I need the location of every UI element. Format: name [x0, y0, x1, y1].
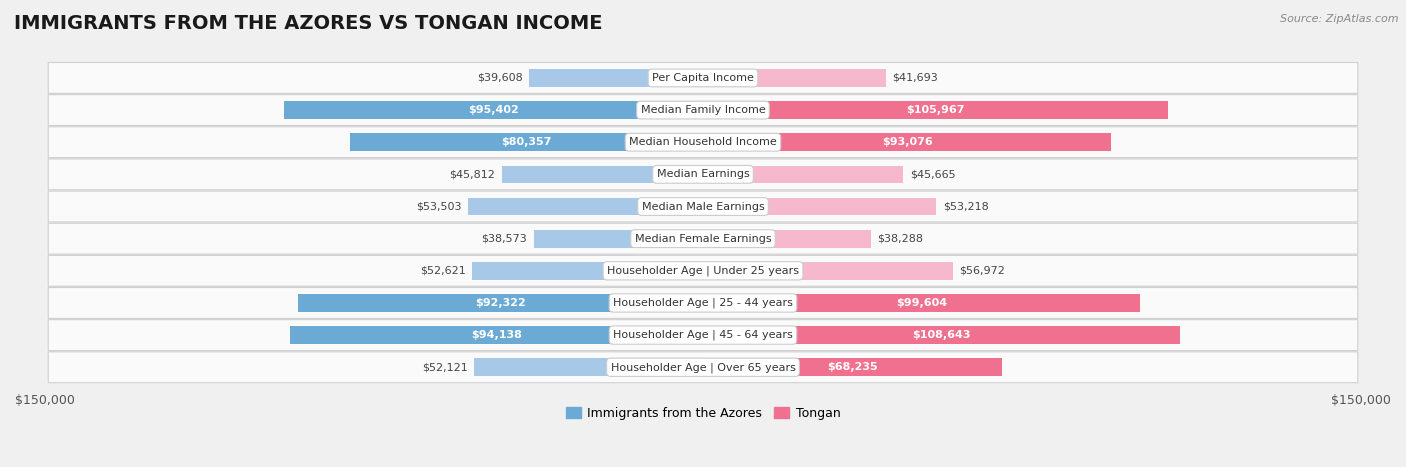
FancyBboxPatch shape: [48, 288, 1358, 318]
Bar: [534, 230, 703, 248]
FancyBboxPatch shape: [48, 127, 1358, 158]
Bar: [703, 358, 1002, 376]
Bar: [703, 326, 1180, 344]
Text: $53,218: $53,218: [943, 202, 988, 212]
FancyBboxPatch shape: [48, 63, 1358, 93]
Text: $52,121: $52,121: [422, 362, 468, 372]
Text: Source: ZipAtlas.com: Source: ZipAtlas.com: [1281, 14, 1399, 24]
Bar: [284, 101, 703, 119]
Bar: [298, 294, 703, 312]
Text: $93,076: $93,076: [882, 137, 932, 147]
Text: Median Female Earnings: Median Female Earnings: [634, 234, 772, 244]
Text: Householder Age | 45 - 64 years: Householder Age | 45 - 64 years: [613, 330, 793, 340]
Text: $39,608: $39,608: [477, 73, 523, 83]
FancyBboxPatch shape: [48, 352, 1358, 382]
Text: Per Capita Income: Per Capita Income: [652, 73, 754, 83]
FancyBboxPatch shape: [48, 159, 1358, 190]
Bar: [474, 358, 703, 376]
Bar: [703, 165, 903, 183]
Text: $99,604: $99,604: [896, 298, 948, 308]
Bar: [703, 262, 953, 280]
Text: $92,322: $92,322: [475, 298, 526, 308]
Text: Median Family Income: Median Family Income: [641, 105, 765, 115]
Bar: [502, 165, 703, 183]
Legend: Immigrants from the Azores, Tongan: Immigrants from the Azores, Tongan: [561, 402, 845, 425]
Text: $41,693: $41,693: [893, 73, 938, 83]
Text: $56,972: $56,972: [959, 266, 1005, 276]
Text: $68,235: $68,235: [827, 362, 877, 372]
FancyBboxPatch shape: [48, 255, 1358, 286]
Bar: [703, 101, 1168, 119]
Bar: [290, 326, 703, 344]
Text: $45,812: $45,812: [450, 170, 495, 179]
Text: $94,138: $94,138: [471, 330, 522, 340]
Text: $80,357: $80,357: [502, 137, 553, 147]
Text: IMMIGRANTS FROM THE AZORES VS TONGAN INCOME: IMMIGRANTS FROM THE AZORES VS TONGAN INC…: [14, 14, 603, 33]
Text: $53,503: $53,503: [416, 202, 461, 212]
FancyBboxPatch shape: [48, 191, 1358, 222]
Text: Householder Age | 25 - 44 years: Householder Age | 25 - 44 years: [613, 297, 793, 308]
Text: $108,643: $108,643: [912, 330, 970, 340]
Bar: [350, 134, 703, 151]
Bar: [703, 69, 886, 87]
Bar: [703, 294, 1140, 312]
Text: Householder Age | Under 25 years: Householder Age | Under 25 years: [607, 266, 799, 276]
Bar: [703, 134, 1111, 151]
Text: Median Earnings: Median Earnings: [657, 170, 749, 179]
FancyBboxPatch shape: [48, 223, 1358, 254]
Bar: [468, 198, 703, 215]
Text: Median Household Income: Median Household Income: [628, 137, 778, 147]
Text: Median Male Earnings: Median Male Earnings: [641, 202, 765, 212]
Text: $38,288: $38,288: [877, 234, 924, 244]
Text: $95,402: $95,402: [468, 105, 519, 115]
FancyBboxPatch shape: [48, 320, 1358, 351]
Text: $105,967: $105,967: [907, 105, 965, 115]
Bar: [703, 230, 870, 248]
Bar: [703, 198, 936, 215]
FancyBboxPatch shape: [48, 95, 1358, 126]
Bar: [472, 262, 703, 280]
Bar: [529, 69, 703, 87]
Text: $38,573: $38,573: [481, 234, 527, 244]
Text: $45,665: $45,665: [910, 170, 956, 179]
Text: $52,621: $52,621: [420, 266, 465, 276]
Text: Householder Age | Over 65 years: Householder Age | Over 65 years: [610, 362, 796, 373]
